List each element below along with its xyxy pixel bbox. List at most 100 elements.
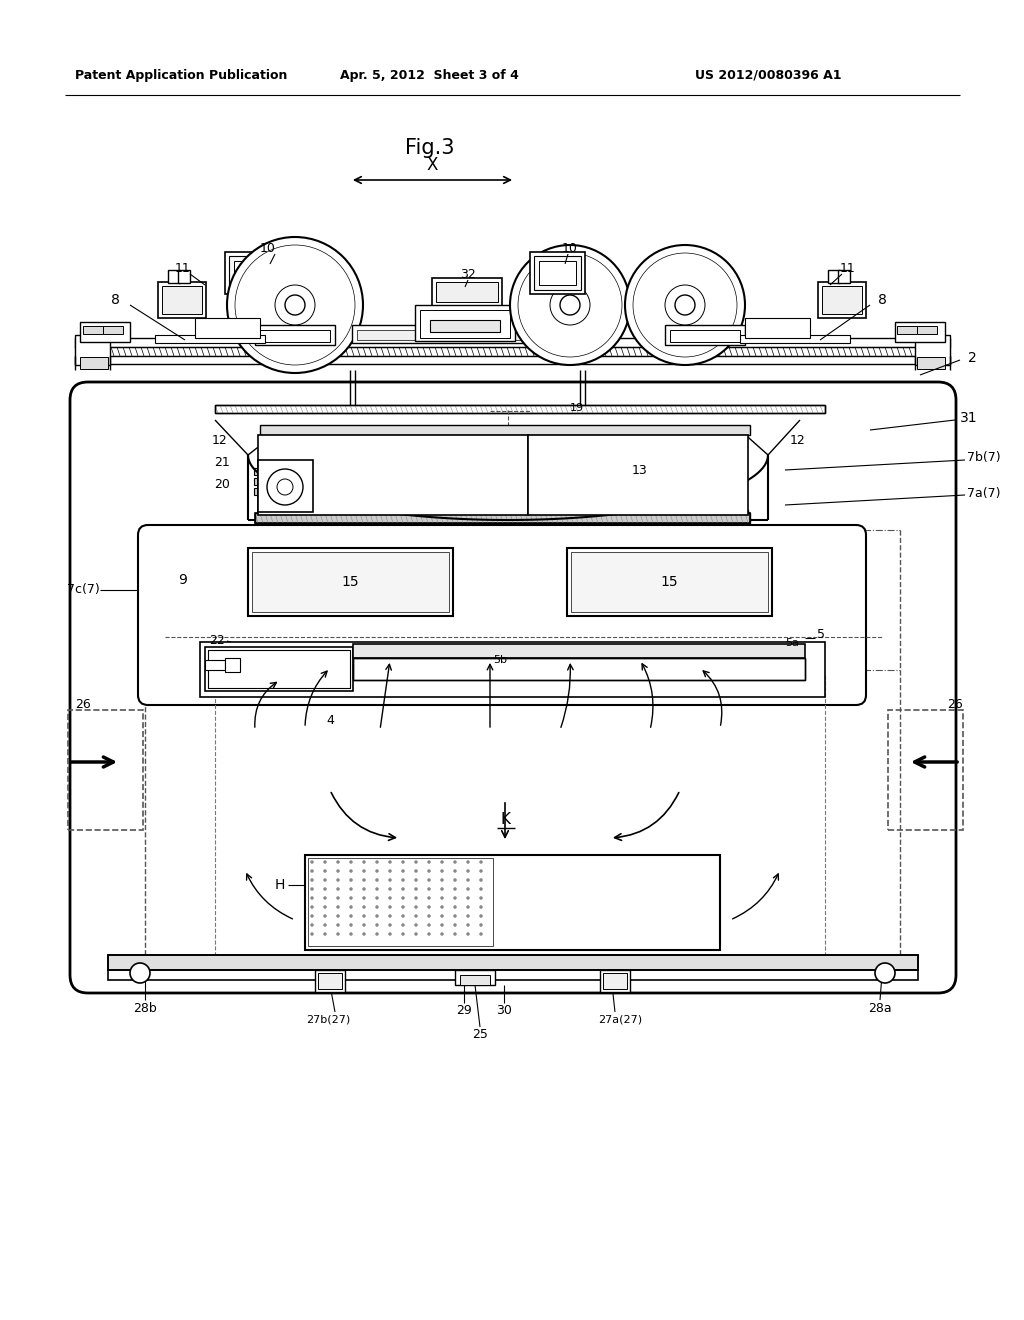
Bar: [571, 552, 768, 612]
Text: 9: 9: [178, 573, 186, 587]
Bar: [108, 954, 918, 970]
Bar: [255, 325, 335, 345]
Circle shape: [427, 915, 430, 917]
Circle shape: [349, 896, 352, 899]
Bar: [75, 356, 950, 364]
Circle shape: [415, 879, 418, 882]
Circle shape: [362, 915, 366, 917]
Circle shape: [310, 861, 313, 863]
Circle shape: [401, 896, 404, 899]
Bar: [897, 326, 918, 334]
Bar: [315, 970, 345, 993]
Circle shape: [401, 932, 404, 936]
Bar: [532, 455, 737, 466]
Circle shape: [401, 870, 404, 873]
Text: 4: 4: [326, 714, 334, 726]
Circle shape: [376, 932, 379, 936]
Text: 29: 29: [456, 1003, 472, 1016]
Text: 12: 12: [212, 433, 228, 446]
Circle shape: [401, 861, 404, 863]
Circle shape: [362, 896, 366, 899]
Text: 11: 11: [840, 261, 856, 275]
Text: 7c(7): 7c(7): [68, 583, 100, 597]
Text: 8: 8: [878, 293, 887, 308]
Bar: [420, 310, 510, 338]
Circle shape: [467, 906, 469, 908]
Bar: [215, 405, 825, 413]
Text: X: X: [426, 156, 437, 174]
Circle shape: [388, 879, 391, 882]
Bar: [415, 305, 515, 341]
Circle shape: [349, 870, 352, 873]
Bar: [432, 279, 502, 306]
Circle shape: [227, 238, 362, 374]
Bar: [75, 335, 110, 366]
Circle shape: [388, 915, 391, 917]
Circle shape: [401, 906, 404, 908]
Circle shape: [362, 924, 366, 927]
Bar: [205, 647, 353, 690]
Circle shape: [388, 924, 391, 927]
Bar: [158, 282, 206, 318]
Bar: [436, 282, 498, 302]
Bar: [539, 261, 575, 285]
Circle shape: [362, 870, 366, 873]
Circle shape: [310, 870, 313, 873]
Bar: [567, 548, 772, 616]
Bar: [305, 855, 720, 950]
Text: 19: 19: [570, 403, 584, 413]
Circle shape: [479, 861, 482, 863]
Circle shape: [388, 887, 391, 891]
Bar: [455, 970, 495, 985]
Circle shape: [376, 906, 379, 908]
Circle shape: [337, 906, 340, 908]
Text: H: H: [274, 878, 285, 892]
Circle shape: [388, 870, 391, 873]
Bar: [162, 286, 202, 314]
Circle shape: [278, 479, 293, 495]
Circle shape: [467, 924, 469, 927]
Text: 32: 32: [460, 268, 476, 281]
Circle shape: [427, 887, 430, 891]
Circle shape: [415, 870, 418, 873]
Circle shape: [362, 861, 366, 863]
Circle shape: [467, 879, 469, 882]
Text: 11: 11: [175, 261, 190, 275]
Circle shape: [415, 896, 418, 899]
Bar: [818, 282, 866, 318]
Circle shape: [440, 932, 443, 936]
Text: 26: 26: [947, 698, 963, 711]
Circle shape: [310, 924, 313, 927]
Circle shape: [479, 896, 482, 899]
Circle shape: [376, 915, 379, 917]
Bar: [710, 438, 718, 510]
Circle shape: [310, 932, 313, 936]
Bar: [605, 438, 613, 510]
Text: 12: 12: [790, 433, 806, 446]
Bar: [254, 469, 260, 475]
Bar: [229, 256, 276, 290]
Circle shape: [324, 896, 327, 899]
Circle shape: [401, 879, 404, 882]
Circle shape: [267, 469, 303, 506]
Text: Apr. 5, 2012  Sheet 3 of 4: Apr. 5, 2012 Sheet 3 of 4: [340, 69, 519, 82]
Circle shape: [401, 924, 404, 927]
Circle shape: [401, 887, 404, 891]
Bar: [532, 484, 737, 496]
Circle shape: [349, 932, 352, 936]
Circle shape: [324, 879, 327, 882]
Circle shape: [388, 932, 391, 936]
Text: 28b: 28b: [133, 1002, 157, 1015]
Text: US 2012/0080396 A1: US 2012/0080396 A1: [695, 69, 842, 82]
Bar: [915, 335, 950, 366]
Text: 7b(7): 7b(7): [967, 451, 1000, 465]
Circle shape: [454, 870, 457, 873]
Text: 30: 30: [496, 1003, 512, 1016]
Bar: [168, 271, 180, 282]
Circle shape: [454, 887, 457, 891]
Text: 10: 10: [562, 242, 578, 255]
Text: 22: 22: [209, 635, 225, 648]
Circle shape: [349, 887, 352, 891]
Bar: [603, 973, 627, 989]
Bar: [353, 657, 805, 680]
